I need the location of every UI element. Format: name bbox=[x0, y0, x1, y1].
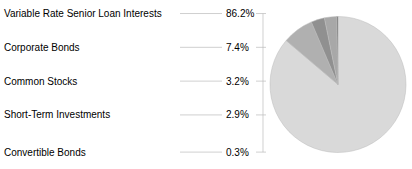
svg-text:86.2%: 86.2% bbox=[226, 8, 254, 19]
svg-text:Corporate Bonds: Corporate Bonds bbox=[4, 42, 80, 53]
svg-text:3.2%: 3.2% bbox=[226, 76, 249, 87]
svg-text:Variable Rate Senior Loan Inte: Variable Rate Senior Loan Interests bbox=[4, 8, 162, 19]
svg-text:2.9%: 2.9% bbox=[226, 109, 249, 120]
svg-text:Common Stocks: Common Stocks bbox=[4, 76, 77, 87]
svg-text:Short-Term Investments: Short-Term Investments bbox=[4, 109, 110, 120]
svg-text:Convertible Bonds: Convertible Bonds bbox=[4, 147, 86, 158]
svg-text:7.4%: 7.4% bbox=[226, 42, 249, 53]
svg-text:0.3%: 0.3% bbox=[226, 147, 249, 158]
